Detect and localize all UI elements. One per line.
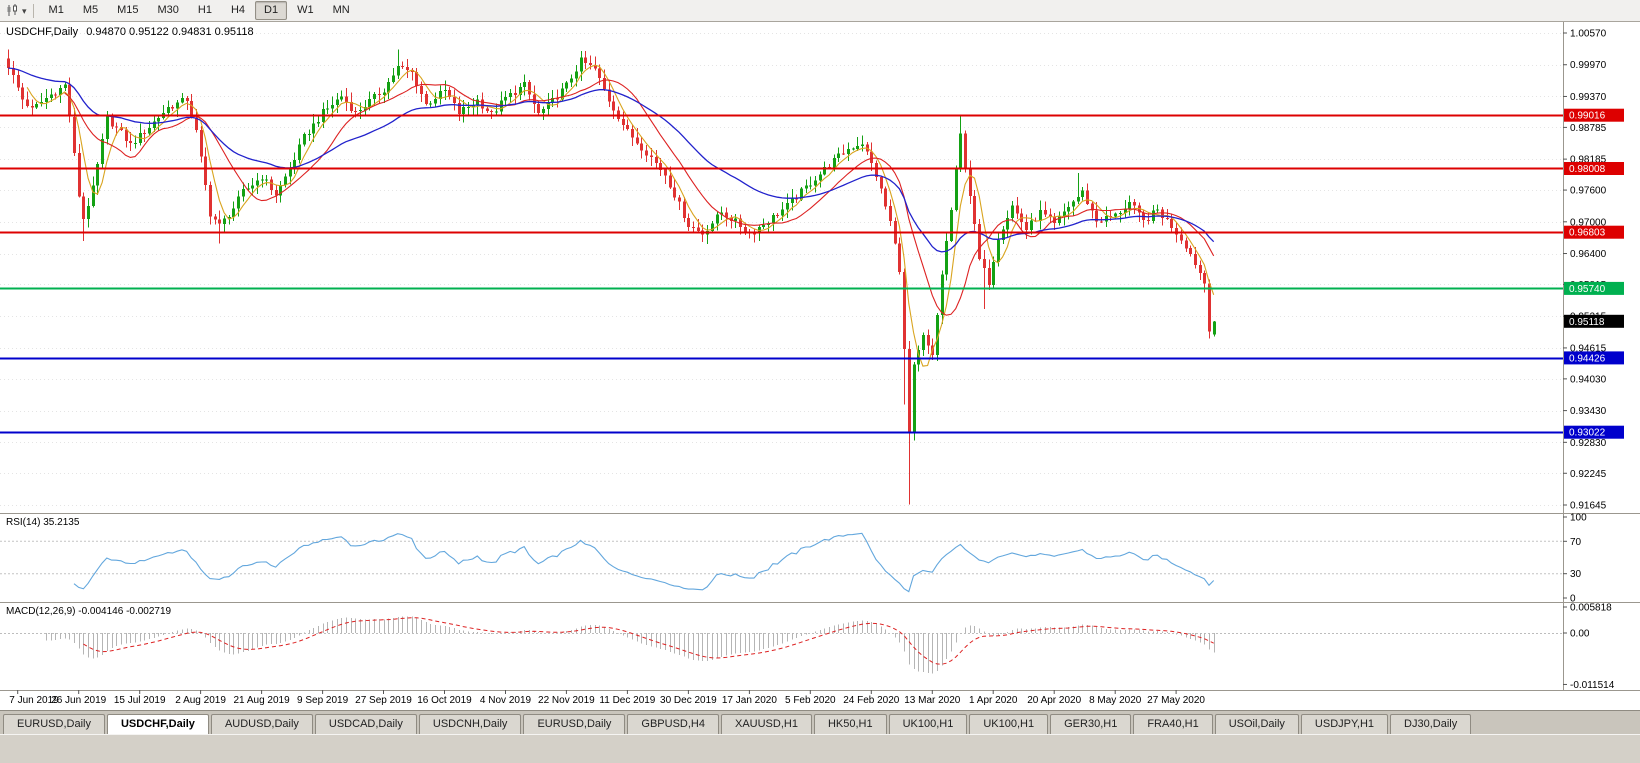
chart-tab-ger30-h1-11[interactable]: GER30,H1 — [1050, 714, 1132, 734]
macd-histogram — [46, 616, 1215, 674]
chart-tab-eurusd-daily-5[interactable]: EURUSD,Daily — [523, 714, 626, 734]
price-badge-0.95118: 0.95118 — [1564, 314, 1624, 328]
svg-text:0.95740: 0.95740 — [1569, 284, 1606, 295]
price-grid — [0, 33, 1563, 506]
timeframe-button-m1[interactable]: M1 — [48, 4, 64, 16]
svg-text:8 May 2020: 8 May 2020 — [1089, 695, 1142, 706]
svg-text:24 Feb 2020: 24 Feb 2020 — [843, 695, 900, 706]
chart-tab-eurusd-daily-0[interactable]: EURUSD,Daily — [3, 714, 105, 734]
svg-text:0.99970: 0.99970 — [1570, 60, 1607, 71]
macd-signal-line — [83, 617, 1214, 665]
timeframe-button-mn[interactable]: MN — [332, 4, 350, 16]
chart-tab-usdjpy-h1-14[interactable]: USDJPY,H1 — [1300, 714, 1389, 734]
svg-text:0.92245: 0.92245 — [1570, 469, 1607, 480]
svg-text:70: 70 — [1570, 537, 1582, 548]
svg-text:0.95118: 0.95118 — [1569, 317, 1605, 328]
dropdown-caret-icon[interactable]: ▾ — [22, 5, 27, 16]
svg-text:0.99370: 0.99370 — [1570, 92, 1607, 103]
chart-tab-usdcad-daily-3[interactable]: USDCAD,Daily — [314, 714, 417, 734]
svg-text:1.00570: 1.00570 — [1570, 29, 1607, 40]
svg-text:0.92830: 0.92830 — [1570, 438, 1607, 449]
chart-tab-uk100-h1-9[interactable]: UK100,H1 — [888, 714, 968, 734]
candlestick-glyph — [7, 4, 17, 16]
svg-text:16 Oct 2019: 16 Oct 2019 — [417, 695, 472, 706]
chart-tab-usdchf-daily-1[interactable]: USDCHF,Daily — [106, 714, 209, 734]
timeframe-button-m15[interactable]: M15 — [117, 4, 139, 16]
chart-tab-uk100-h1-10[interactable]: UK100,H1 — [969, 714, 1049, 734]
timeframe-button-m5[interactable]: M5 — [82, 4, 99, 16]
svg-text:7 Jun 2019: 7 Jun 2019 — [9, 695, 59, 706]
svg-text:0.94426: 0.94426 — [1569, 353, 1606, 364]
svg-text:0.005818: 0.005818 — [1570, 603, 1612, 614]
chart-tab-xauusd-h1-7[interactable]: XAUUSD,H1 — [720, 714, 812, 734]
svg-text:0.98008: 0.98008 — [1569, 164, 1606, 175]
svg-text:20 Apr 2020: 20 Apr 2020 — [1027, 695, 1081, 706]
chart-tab-hk50-h1-8[interactable]: HK50,H1 — [813, 714, 887, 734]
chart-tab-audusd-daily-2[interactable]: AUDUSD,Daily — [210, 714, 313, 734]
svg-text:27 Sep 2019: 27 Sep 2019 — [355, 695, 412, 706]
price-badge-0.95740: 0.95740 — [1564, 281, 1624, 295]
svg-text:100: 100 — [1570, 513, 1587, 524]
svg-text:26 Jun 2019: 26 Jun 2019 — [51, 695, 106, 706]
svg-text:17 Jan 2020: 17 Jan 2020 — [722, 695, 777, 706]
chart-tab-dj30-daily-15[interactable]: DJ30,Daily — [1390, 714, 1472, 734]
svg-text:0.96400: 0.96400 — [1570, 249, 1607, 260]
svg-text:0.99016: 0.99016 — [1569, 111, 1606, 122]
svg-text:0.94615: 0.94615 — [1570, 343, 1607, 354]
timeframe-button-d1[interactable]: D1 — [255, 1, 288, 20]
price-badge-0.99016: 0.99016 — [1564, 108, 1624, 122]
timeframe-button-h1[interactable]: H1 — [197, 4, 212, 16]
svg-text:0.91645: 0.91645 — [1570, 501, 1607, 512]
price-chart[interactable]: 1.00570 0.99970 0.99370 0.98785 0.98185 0.976… — [0, 22, 1640, 710]
rsi-line — [73, 532, 1215, 593]
toolbar-separator — [32, 3, 34, 18]
svg-text:0: 0 — [1570, 594, 1576, 605]
svg-text:0.98785: 0.98785 — [1570, 123, 1607, 134]
chart-tab-fra40-h1-12[interactable]: FRA40,H1 — [1133, 714, 1213, 734]
timeframe-button-h4[interactable]: H4 — [230, 4, 246, 16]
price-badge-0.98008: 0.98008 — [1564, 162, 1624, 175]
svg-text:-0.011514: -0.011514 — [1570, 680, 1615, 691]
svg-text:30 Dec 2019: 30 Dec 2019 — [660, 695, 717, 706]
price-badge-0.94426: 0.94426 — [1564, 351, 1624, 365]
price-axis-labels: 1.00570 0.99970 0.99370 0.98785 0.98185 0.976… — [1563, 29, 1615, 691]
chart-tabs-bar: EURUSD,Daily USDCHF,Daily AUDUSD,Daily USDC… — [0, 710, 1640, 734]
svg-text:0.94030: 0.94030 — [1570, 374, 1607, 385]
chart-background — [0, 22, 1640, 710]
timeframe-buttons: M1 M5 M15 M30 H1 H4 D1 W1 MN — [40, 1, 359, 20]
svg-text:0.96803: 0.96803 — [1569, 228, 1606, 239]
svg-text:11 Dec 2019: 11 Dec 2019 — [599, 695, 655, 706]
ma-slow-line — [8, 67, 1215, 253]
svg-text:4 Nov 2019: 4 Nov 2019 — [480, 695, 532, 706]
svg-text:0.93430: 0.93430 — [1570, 406, 1607, 417]
svg-text:22 Nov 2019: 22 Nov 2019 — [538, 695, 595, 706]
chart-window: 1.00570 0.99970 0.99370 0.98785 0.98185 0.976… — [0, 22, 1640, 710]
chart-tab-usdcnh-daily-4[interactable]: USDCNH,Daily — [418, 714, 522, 734]
svg-text:21 Aug 2019: 21 Aug 2019 — [234, 695, 291, 706]
svg-text:9 Sep 2019: 9 Sep 2019 — [297, 695, 349, 706]
chart-tab-gbpusd-h4-6[interactable]: GBPUSD,H4 — [627, 714, 719, 734]
svg-text:0.98185: 0.98185 — [1570, 155, 1607, 166]
svg-text:13 Mar 2020: 13 Mar 2020 — [904, 695, 961, 706]
svg-text:15 Jul 2019: 15 Jul 2019 — [114, 695, 166, 706]
svg-text:2 Aug 2019: 2 Aug 2019 — [175, 695, 226, 706]
status-bar — [0, 734, 1640, 763]
price-badge-0.96803: 0.96803 — [1564, 225, 1624, 239]
chart-type-icon[interactable] — [3, 3, 21, 19]
svg-text:5 Feb 2020: 5 Feb 2020 — [785, 695, 836, 706]
svg-text:0.93022: 0.93022 — [1569, 428, 1606, 439]
timeframe-button-m30[interactable]: M30 — [157, 4, 179, 16]
chart-tab-usoil-daily-13[interactable]: USOil,Daily — [1214, 714, 1299, 734]
price-badge-0.93022: 0.93022 — [1564, 425, 1624, 439]
svg-text:1 Apr 2020: 1 Apr 2020 — [969, 695, 1018, 706]
svg-text:27 May 2020: 27 May 2020 — [1147, 695, 1205, 706]
svg-text:0.97600: 0.97600 — [1570, 186, 1607, 197]
svg-text:30: 30 — [1570, 569, 1582, 580]
timeframe-toolbar: ▾ M1 M5 M15 M30 H1 H4 D1 W1 MN — [0, 0, 1640, 22]
svg-text:0.00: 0.00 — [1570, 629, 1590, 640]
svg-text:0.97000: 0.97000 — [1570, 217, 1607, 228]
timeframe-button-w1[interactable]: W1 — [297, 4, 314, 16]
